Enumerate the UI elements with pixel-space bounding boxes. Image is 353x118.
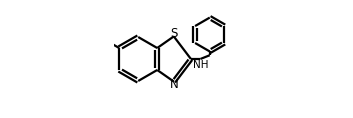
Text: S: S — [170, 27, 178, 40]
Text: N: N — [170, 78, 179, 91]
Text: NH: NH — [193, 60, 208, 70]
